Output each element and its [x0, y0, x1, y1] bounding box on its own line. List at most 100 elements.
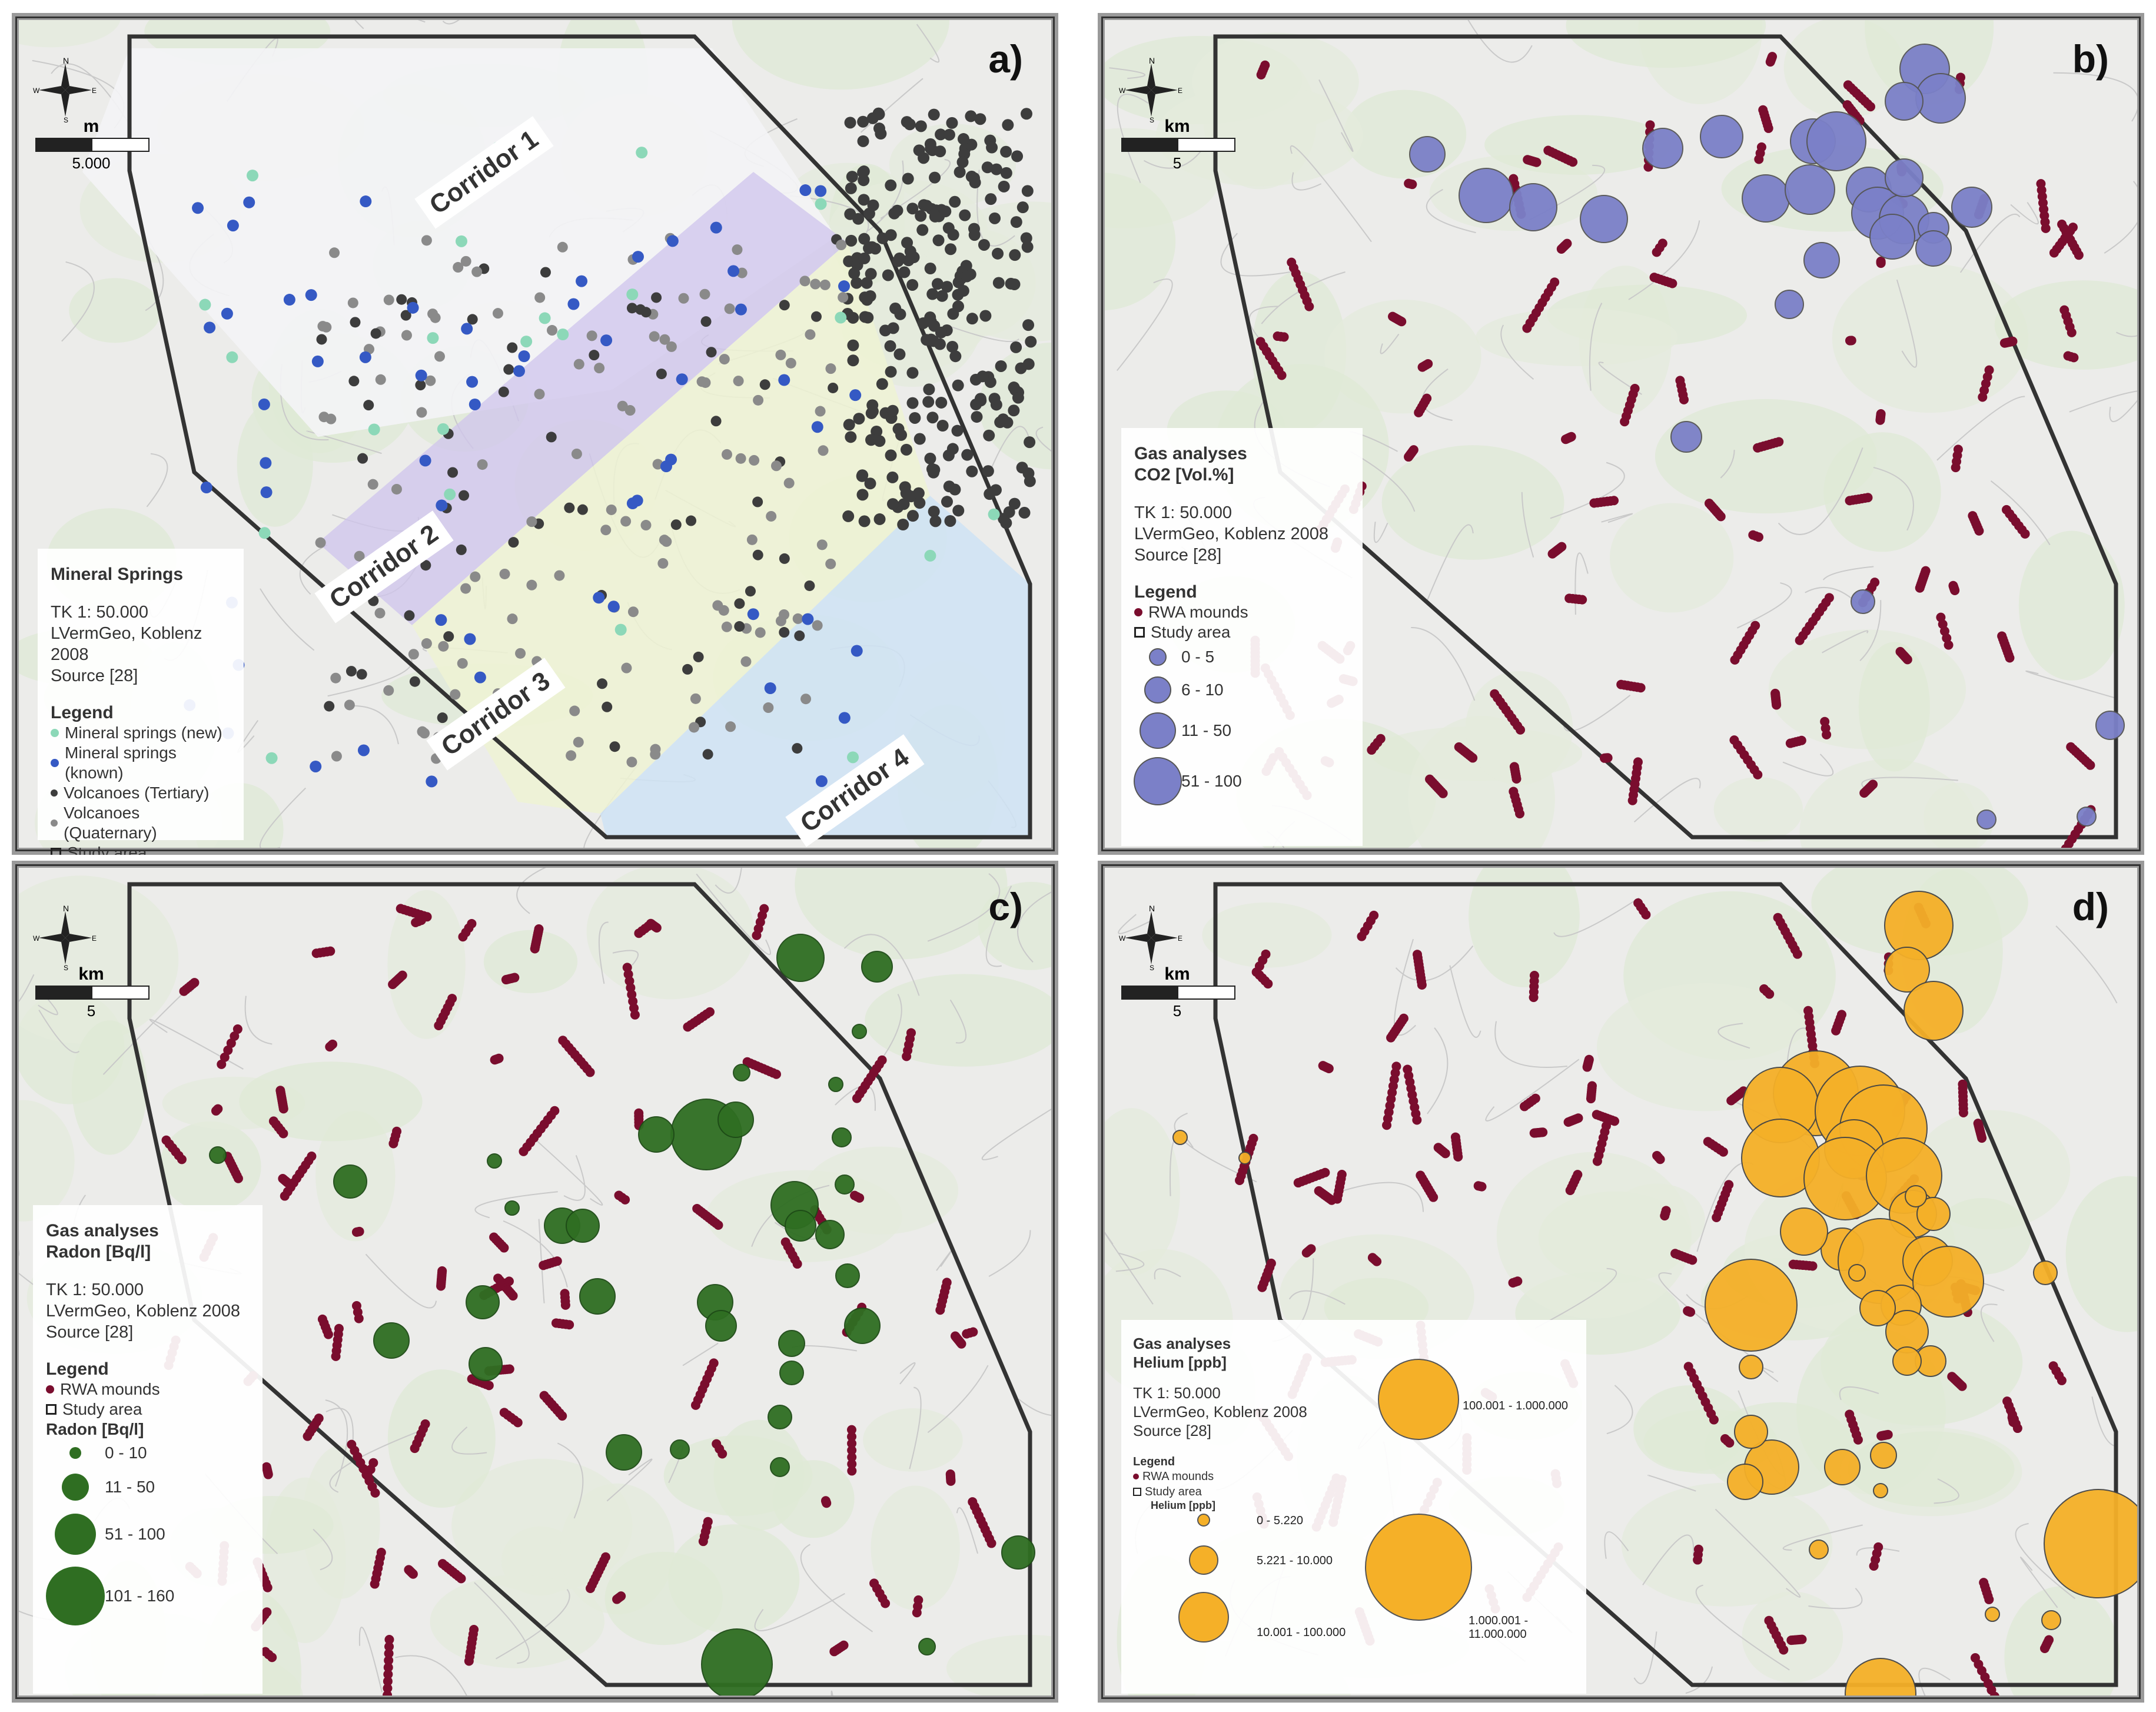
measurement-symbol [1734, 1415, 1768, 1449]
volcano-tertiary-point [876, 378, 888, 390]
measurement-symbol [733, 1064, 750, 1081]
volcano-tertiary-point [1010, 216, 1022, 228]
spring-known-point [204, 321, 216, 334]
spring-new-point [539, 312, 551, 324]
spring-known-point [851, 645, 863, 657]
volcano-tertiary-point [952, 300, 964, 313]
volcano-quaternary-point [702, 749, 713, 760]
volcano-tertiary-point [853, 413, 865, 425]
map-canvas[interactable] [12, 13, 1058, 855]
measurement-symbol [1859, 1290, 1896, 1326]
svg-text:E: E [1178, 934, 1182, 943]
rwa-mound [902, 1051, 912, 1061]
volcano-quaternary-point [686, 515, 697, 526]
rwa-mound [408, 1569, 418, 1579]
rwa-mound [1453, 1152, 1463, 1162]
volcano-quaternary-point [498, 386, 509, 397]
legend-box: Gas analyses Helium [ppb] TK 1: 50.000 LVe… [1121, 1320, 1586, 1694]
spring-known-point [260, 457, 272, 469]
legend-item-volcano-tertiary: Volcanoes (Tertiary) [51, 783, 231, 803]
volcano-quaternary-point [650, 744, 661, 755]
rwa-mound [1768, 52, 1778, 62]
volcano-quaternary-point [467, 314, 478, 325]
spring-new-point [265, 752, 278, 764]
svg-text:N: N [63, 905, 69, 913]
volcano-quaternary-point [471, 266, 483, 277]
rwa-mound [986, 1538, 996, 1548]
volcano-tertiary-point [866, 112, 879, 124]
volcano-tertiary-point [954, 166, 966, 178]
volcano-quaternary-point [457, 658, 468, 669]
rwa-mound [223, 1045, 233, 1055]
rwa-mound [2049, 248, 2059, 258]
volcano-quaternary-point [347, 297, 358, 308]
volcano-tertiary-point [873, 435, 886, 447]
rwa-mound [752, 930, 762, 940]
measurement-symbol [1459, 168, 1514, 223]
rwa-mound [1357, 931, 1367, 941]
volcano-quaternary-point [571, 448, 582, 459]
volcano-tertiary-point [845, 234, 858, 247]
legend-class-1: 0 - 5.220 [1257, 1514, 1303, 1527]
volcano-tertiary-point [1022, 319, 1035, 331]
rwa-mound [586, 1583, 596, 1593]
rwa-mound [1584, 1054, 1594, 1064]
spring-new-point [455, 235, 467, 247]
measurement-symbol [209, 1146, 227, 1164]
measurement-symbol [1885, 158, 1924, 197]
volcano-quaternary-point [810, 311, 822, 322]
volcano-quaternary-point [460, 256, 471, 267]
legend-heading: Legend [1133, 1455, 1175, 1468]
measurement-symbol [1806, 111, 1866, 171]
volcano-tertiary-point [900, 443, 912, 456]
legend-class-4: 51 - 100 [1134, 753, 1350, 809]
measurement-symbol [1870, 1442, 1897, 1469]
volcano-quaternary-point [752, 496, 763, 507]
measurement-symbol [1884, 947, 1930, 993]
volcano-tertiary-point [893, 348, 906, 360]
spring-known-point [811, 421, 823, 433]
volcano-quaternary-point [752, 549, 763, 560]
spring-known-point [464, 633, 476, 645]
measurement-symbol [1742, 174, 1790, 223]
rwa-mound [1516, 725, 1526, 735]
volcano-tertiary-point [857, 135, 869, 147]
rwa-mound [1318, 1061, 1328, 1071]
rwa-mound [1978, 392, 1988, 402]
spring-known-point [631, 495, 643, 507]
volcano-quaternary-point [492, 308, 503, 319]
rwa-mound [1414, 407, 1424, 417]
rwa-mound [1683, 1306, 1693, 1316]
rwa-mound [1679, 394, 1689, 404]
panel-label: b) [2072, 37, 2109, 81]
rwa-mound [464, 1656, 474, 1666]
measurement-symbol [1780, 1207, 1828, 1256]
measurement-symbol [1785, 164, 1835, 215]
rwa-mound [847, 1466, 857, 1476]
volcano-quaternary-point [354, 550, 365, 562]
volcano-quaternary-point [816, 539, 828, 550]
volcano-tertiary-point [892, 423, 905, 435]
svg-text:W: W [1119, 87, 1126, 95]
rwa-mound [1382, 1120, 1392, 1130]
volcano-tertiary-point [876, 232, 889, 244]
volcano-tertiary-point [1021, 241, 1034, 253]
legend-item-rwa: RWA mounds [46, 1379, 250, 1399]
volcano-quaternary-point [557, 241, 568, 253]
volcano-quaternary-point [375, 374, 386, 385]
spring-known-point [838, 280, 851, 293]
volcano-quaternary-point [460, 583, 471, 594]
rwa-mound [551, 1318, 561, 1328]
rwa-mound [458, 932, 468, 942]
volcano-quaternary-point [626, 757, 637, 768]
rwa-mound [1529, 993, 1539, 1003]
measurement-symbol [1885, 82, 1924, 121]
spring-known-point [415, 369, 427, 381]
volcano-tertiary-point [901, 237, 913, 249]
volcano-quaternary-point [770, 460, 782, 472]
rwa-mound [1977, 1133, 1987, 1143]
measurement-symbol [2077, 807, 2097, 827]
rwa-mound [1404, 178, 1414, 188]
legend-class-2: 6 - 10 [1134, 672, 1350, 708]
volcano-quaternary-point [621, 662, 632, 673]
